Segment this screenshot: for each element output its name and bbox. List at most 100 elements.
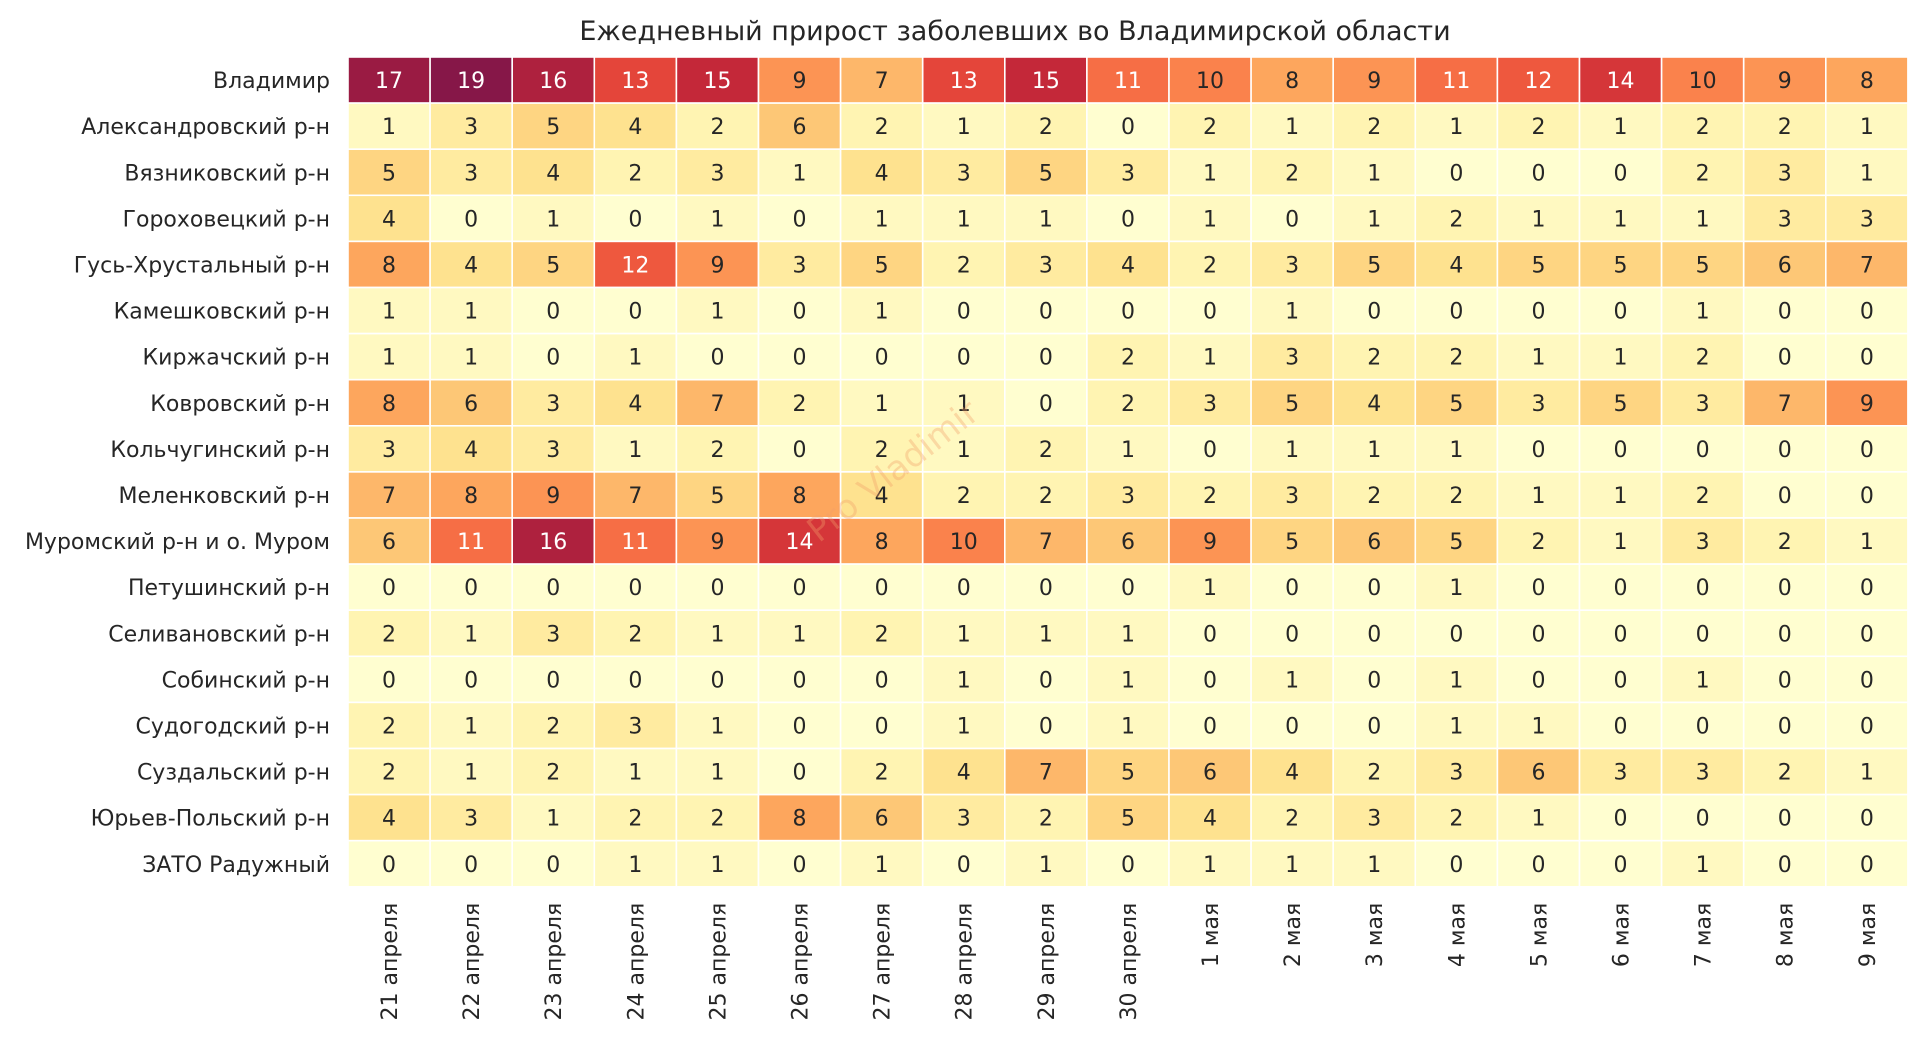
cell-value-label: 4 [1367, 392, 1381, 417]
cell-value-label: 1 [1614, 207, 1628, 232]
cell-value-label: 7 [1778, 392, 1792, 417]
cell-value-label: 0 [1285, 576, 1299, 601]
cell-value-label: 5 [1449, 392, 1463, 417]
heatmap-cell [1742, 701, 1827, 750]
heatmap-cell [347, 701, 431, 750]
cell-value-label: 0 [382, 668, 396, 693]
heatmap-cell [429, 240, 514, 289]
cell-value-label: 3 [464, 161, 478, 186]
cell-value-label: 9 [1860, 392, 1874, 417]
heatmap-cell [347, 378, 431, 427]
heatmap-cell [1825, 563, 1909, 611]
cell-value-label: 0 [875, 668, 889, 693]
heatmap-cell [757, 747, 842, 796]
heatmap-cell [921, 148, 1006, 197]
cell-value-label: 2 [1449, 807, 1463, 832]
cell-value-label: 3 [1367, 807, 1381, 832]
cell-value-label: 0 [1614, 161, 1628, 186]
cell-value-label: 1 [1531, 714, 1545, 739]
cell-value-label: 9 [1203, 530, 1217, 555]
cell-value-label: 0 [1614, 668, 1628, 693]
cell-value-label: 1 [1696, 207, 1710, 232]
heatmap-cell [1168, 194, 1252, 243]
cell-value-label: 0 [1696, 576, 1710, 601]
cell-value-label: 2 [1778, 530, 1792, 555]
heatmap-cell [429, 424, 514, 473]
cell-value-label: 1 [710, 761, 724, 786]
cell-value-label: 0 [1531, 853, 1545, 878]
cell-value-label: 5 [1614, 392, 1628, 417]
cell-value-label: 0 [546, 300, 560, 325]
heatmap-cell [1414, 563, 1499, 611]
cell-value-label: 2 [628, 161, 642, 186]
cell-value-label: 1 [875, 300, 889, 325]
cell-value-label: 0 [1614, 622, 1628, 647]
cell-value-label: 6 [875, 807, 889, 832]
cell-value-label: 0 [710, 346, 724, 371]
row-label: Меленковский р-н [119, 484, 330, 509]
cell-value-label: 0 [1778, 714, 1792, 739]
cell-value-label: 0 [1531, 622, 1545, 647]
cell-value-label: 5 [546, 253, 560, 278]
heatmap-cell [1742, 793, 1827, 842]
heatmap-cell [1496, 240, 1581, 289]
heatmap-cell [593, 148, 678, 197]
cell-value-label: 0 [1531, 300, 1545, 325]
heatmap-cell [1825, 286, 1909, 335]
cell-value-label: 1 [875, 392, 889, 417]
heatmap-cell [1250, 332, 1334, 381]
cell-value-label: 3 [957, 161, 971, 186]
cell-value-label: 1 [1367, 438, 1381, 463]
heatmap-cell [757, 701, 842, 750]
cell-value-label: 2 [875, 622, 889, 647]
heatmap-cell [839, 747, 924, 796]
cell-value-label: 2 [1778, 115, 1792, 140]
row-label: Киржачский р-н [143, 346, 330, 371]
cell-value-label: 4 [875, 484, 889, 509]
heatmap-cell [675, 609, 760, 658]
cell-value-label: 1 [1039, 622, 1053, 647]
cell-value-label: 0 [957, 300, 971, 325]
cell-value-label: 11 [621, 530, 649, 555]
cell-value-label: 2 [710, 115, 724, 140]
heatmap-cell [1332, 286, 1417, 335]
heatmap-cell [1168, 240, 1252, 289]
heatmap-cell [1578, 839, 1663, 888]
cell-value-label: 5 [1614, 253, 1628, 278]
heatmap-cell [1086, 609, 1170, 658]
cell-value-label: 1 [464, 714, 478, 739]
cell-value-label: 0 [1285, 207, 1299, 232]
cell-value-label: 0 [1531, 161, 1545, 186]
heatmap-cell [429, 471, 514, 519]
cell-value-label: 4 [1449, 253, 1463, 278]
heatmap-cell [1414, 56, 1499, 104]
cell-value-label: 2 [1039, 115, 1053, 140]
heatmap-cell [921, 102, 1006, 150]
cell-value-label: 9 [710, 530, 724, 555]
cell-value-label: 1 [1449, 115, 1463, 140]
cell-value-label: 4 [1203, 807, 1217, 832]
cell-value-label: 1 [957, 668, 971, 693]
heatmap-cell [1332, 194, 1417, 243]
heatmap-cell [511, 793, 596, 842]
cell-value-label: 3 [1285, 346, 1299, 371]
cell-value-label: 0 [1121, 207, 1135, 232]
heatmap-cell [839, 793, 924, 842]
heatmap-cell [1168, 471, 1252, 519]
heatmap-cell [1496, 424, 1581, 473]
cell-value-label: 8 [382, 392, 396, 417]
heatmap-cell [1003, 194, 1088, 243]
row-label: ЗАТО Радужный [142, 853, 330, 878]
heatmap-cell [1168, 793, 1252, 842]
heatmap-cell [1086, 148, 1170, 197]
cell-value-label: 7 [628, 484, 642, 509]
heatmap-cell [1578, 517, 1663, 565]
heatmap-cell [1168, 378, 1252, 427]
cell-value-label: 0 [793, 300, 807, 325]
heatmap-cell [1332, 378, 1417, 427]
column-label: 8 мая [1774, 903, 1799, 967]
heatmap-cell [1496, 655, 1581, 704]
heatmap-cell [1003, 471, 1088, 519]
cell-value-label: 0 [1614, 807, 1628, 832]
heatmap-cell [347, 332, 431, 381]
